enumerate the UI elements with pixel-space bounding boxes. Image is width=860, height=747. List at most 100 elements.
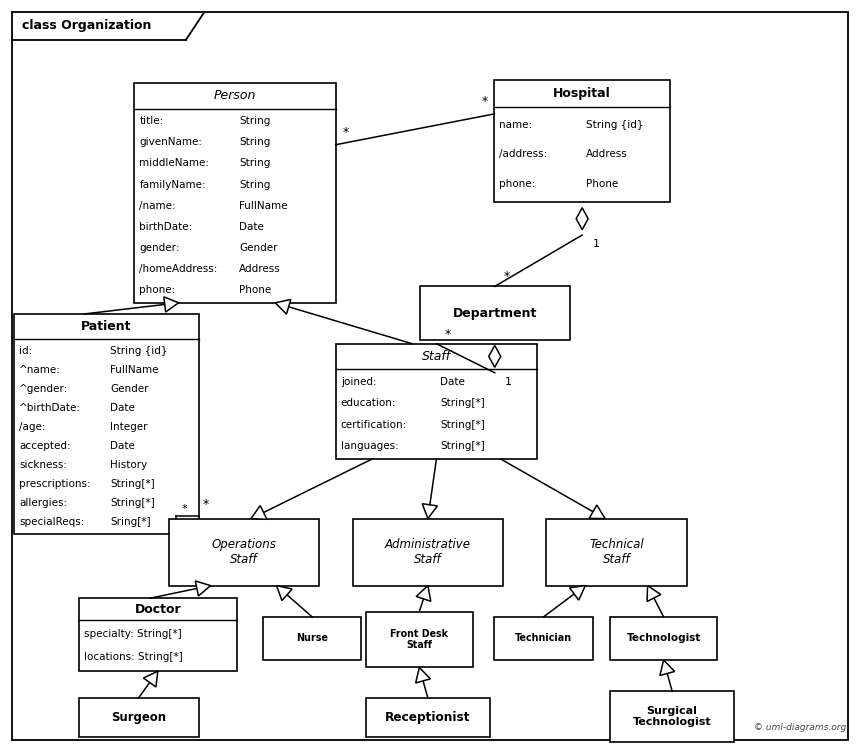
Text: Sring[*]: Sring[*]: [110, 517, 150, 527]
Text: 1: 1: [505, 376, 512, 387]
Text: ^birthDate:: ^birthDate:: [20, 403, 82, 413]
Text: Date: Date: [440, 377, 465, 387]
Text: gender:: gender:: [139, 243, 180, 253]
Text: String[*]: String[*]: [110, 479, 155, 489]
Bar: [610, 617, 717, 660]
Text: String {id}: String {id}: [110, 346, 168, 356]
Polygon shape: [576, 208, 588, 229]
Text: Gender: Gender: [110, 384, 149, 394]
Polygon shape: [277, 586, 292, 601]
Text: Person: Person: [214, 90, 256, 102]
Text: title:: title:: [139, 117, 163, 126]
Text: sickness:: sickness:: [20, 460, 67, 470]
Text: Patient: Patient: [81, 320, 132, 333]
Text: String {id}: String {id}: [586, 120, 643, 129]
Text: Gender: Gender: [239, 243, 278, 253]
Polygon shape: [416, 586, 431, 601]
Polygon shape: [660, 660, 675, 675]
Text: Surgeon: Surgeon: [111, 711, 166, 724]
Polygon shape: [251, 506, 267, 519]
Bar: [494, 617, 593, 660]
Text: History: History: [110, 460, 147, 470]
Text: specialReqs:: specialReqs:: [20, 517, 85, 527]
Text: Date: Date: [110, 403, 135, 413]
Text: middleName:: middleName:: [139, 158, 209, 168]
Text: String[*]: String[*]: [440, 398, 485, 409]
Text: *: *: [503, 270, 509, 283]
Polygon shape: [647, 586, 660, 601]
Text: © uml-diagrams.org: © uml-diagrams.org: [753, 723, 845, 732]
Bar: [420, 286, 569, 340]
Text: languages:: languages:: [341, 441, 398, 451]
Text: joined:: joined:: [341, 377, 377, 387]
Text: *: *: [445, 328, 452, 341]
Polygon shape: [275, 300, 291, 314]
Polygon shape: [144, 672, 158, 687]
Text: /address:: /address:: [500, 149, 548, 159]
Text: certification:: certification:: [341, 420, 407, 430]
Text: ^name:: ^name:: [20, 365, 61, 375]
Bar: [610, 691, 734, 742]
Text: Technical
Staff: Technical Staff: [589, 538, 644, 566]
Text: Front Desk
Staff: Front Desk Staff: [390, 629, 448, 651]
Text: name:: name:: [500, 120, 532, 129]
Text: phone:: phone:: [500, 179, 536, 190]
Text: Technician: Technician: [515, 633, 572, 643]
Text: Staff: Staff: [422, 350, 451, 363]
Bar: [335, 344, 538, 459]
Bar: [366, 612, 473, 668]
Text: Surgical
Technologist: Surgical Technologist: [633, 706, 711, 728]
Text: String: String: [239, 179, 270, 190]
Text: Address: Address: [586, 149, 628, 159]
Text: Operations
Staff: Operations Staff: [211, 538, 276, 566]
Text: birthDate:: birthDate:: [139, 222, 193, 232]
Text: *: *: [181, 504, 187, 514]
Text: familyName:: familyName:: [139, 179, 206, 190]
Text: Phone: Phone: [239, 285, 271, 295]
Text: Address: Address: [239, 264, 280, 274]
Polygon shape: [163, 297, 179, 312]
Text: /homeAddress:: /homeAddress:: [139, 264, 218, 274]
Polygon shape: [569, 586, 586, 600]
Bar: [494, 79, 670, 202]
Bar: [78, 698, 199, 737]
Text: String[*]: String[*]: [440, 420, 485, 430]
Bar: [78, 598, 237, 672]
Text: phone:: phone:: [139, 285, 175, 295]
Text: Doctor: Doctor: [134, 603, 181, 616]
Bar: [263, 617, 361, 660]
Text: class Organization: class Organization: [22, 19, 151, 32]
Polygon shape: [422, 503, 438, 518]
Polygon shape: [195, 581, 211, 596]
Text: String[*]: String[*]: [110, 498, 155, 508]
Text: prescriptions:: prescriptions:: [20, 479, 91, 489]
Text: String[*]: String[*]: [440, 441, 485, 451]
Polygon shape: [415, 668, 431, 683]
Text: Technologist: Technologist: [626, 633, 701, 643]
Polygon shape: [488, 345, 501, 368]
Text: education:: education:: [341, 398, 396, 409]
Polygon shape: [589, 505, 605, 518]
Text: /name:: /name:: [139, 201, 176, 211]
Text: Department: Department: [452, 307, 537, 320]
Text: *: *: [203, 498, 209, 512]
Bar: [353, 518, 503, 586]
Text: FullName: FullName: [239, 201, 287, 211]
Text: allergies:: allergies:: [20, 498, 68, 508]
Text: 1: 1: [593, 239, 599, 249]
Text: String: String: [239, 137, 270, 147]
Bar: [546, 518, 687, 586]
Text: id:: id:: [20, 346, 33, 356]
Text: *: *: [342, 125, 349, 139]
Bar: [169, 518, 318, 586]
Text: Receptionist: Receptionist: [385, 711, 470, 724]
Text: *: *: [482, 95, 488, 108]
Text: Phone: Phone: [586, 179, 618, 190]
Text: givenName:: givenName:: [139, 137, 202, 147]
Bar: [134, 83, 335, 303]
Text: accepted:: accepted:: [20, 441, 71, 451]
Text: Hospital: Hospital: [553, 87, 611, 99]
Text: Administrative
Staff: Administrative Staff: [385, 538, 471, 566]
Text: Nurse: Nurse: [296, 633, 329, 643]
Text: FullName: FullName: [110, 365, 158, 375]
